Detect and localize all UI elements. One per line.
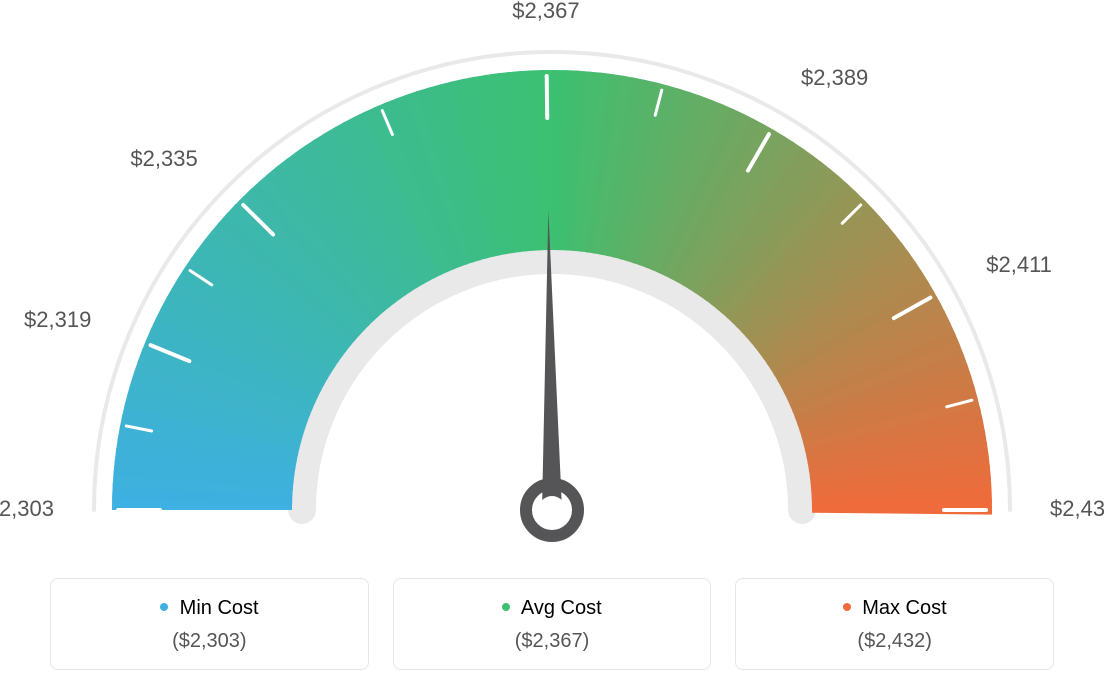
dot-icon — [502, 603, 510, 611]
cost-gauge-widget: $2,303 $2,319 $2,335 $2,367 $2,389 $2,411 $2,4… — [0, 0, 1104, 690]
legend-title-max: Max Cost — [746, 597, 1043, 620]
gauge-tick-label: $2,303 — [0, 496, 54, 522]
gauge-chart: $2,303 $2,319 $2,335 $2,367 $2,389 $2,411 $2,4… — [0, 0, 1104, 560]
legend-card-avg: Avg Cost ($2,367) — [393, 578, 712, 670]
gauge-tick-label: $2,432 — [1050, 496, 1104, 522]
legend-card-min: Min Cost ($2,303) — [50, 578, 369, 670]
gauge-tick-label: $2,335 — [128, 146, 198, 172]
gauge-tick-label: $2,319 — [21, 307, 91, 333]
legend-value-avg: ($2,367) — [404, 630, 701, 653]
legend-value-min: ($2,303) — [61, 630, 358, 653]
legend-row: Min Cost ($2,303) Avg Cost ($2,367) Max … — [50, 578, 1054, 670]
gauge-tick-label: $2,367 — [506, 0, 586, 24]
legend-label: Max Cost — [862, 597, 946, 619]
legend-label: Avg Cost — [521, 597, 602, 619]
dot-icon — [160, 603, 168, 611]
gauge-tick-label: $2,411 — [986, 252, 1056, 278]
legend-title-min: Min Cost — [61, 597, 358, 620]
legend-title-avg: Avg Cost — [404, 597, 701, 620]
legend-card-max: Max Cost ($2,432) — [735, 578, 1054, 670]
legend-value-max: ($2,432) — [746, 630, 1043, 653]
legend-label: Min Cost — [180, 597, 259, 619]
gauge-tick-label: $2,389 — [801, 65, 871, 91]
dot-icon — [843, 603, 851, 611]
